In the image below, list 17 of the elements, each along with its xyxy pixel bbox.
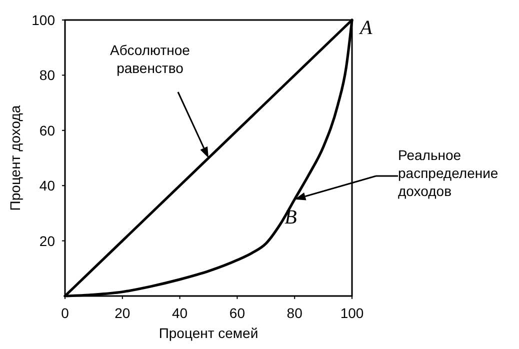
annotation: A — [358, 17, 373, 39]
annotation: Абсолютное равенство — [110, 42, 190, 76]
x-tick-label: 40 — [172, 305, 188, 321]
y-tick-label: 20 — [39, 232, 56, 249]
x-tick-label: 100 — [340, 305, 364, 321]
x-tick-label: 60 — [229, 305, 246, 321]
annotation: B — [284, 206, 297, 228]
y-tick-label: 100 — [32, 12, 56, 28]
text: Реальное распределение доходов — [398, 147, 498, 199]
y-tick-label: 80 — [39, 67, 56, 84]
x-tick-label: 80 — [286, 305, 303, 321]
y-tick-label: 40 — [39, 178, 56, 194]
x-tick-label: 20 — [114, 305, 130, 321]
x-axis-title: Процент семей — [158, 325, 258, 341]
y-axis-title: Процент дохода — [7, 105, 23, 211]
y-tick-label: 60 — [39, 122, 56, 138]
x-tick-label: 0 — [61, 305, 70, 321]
